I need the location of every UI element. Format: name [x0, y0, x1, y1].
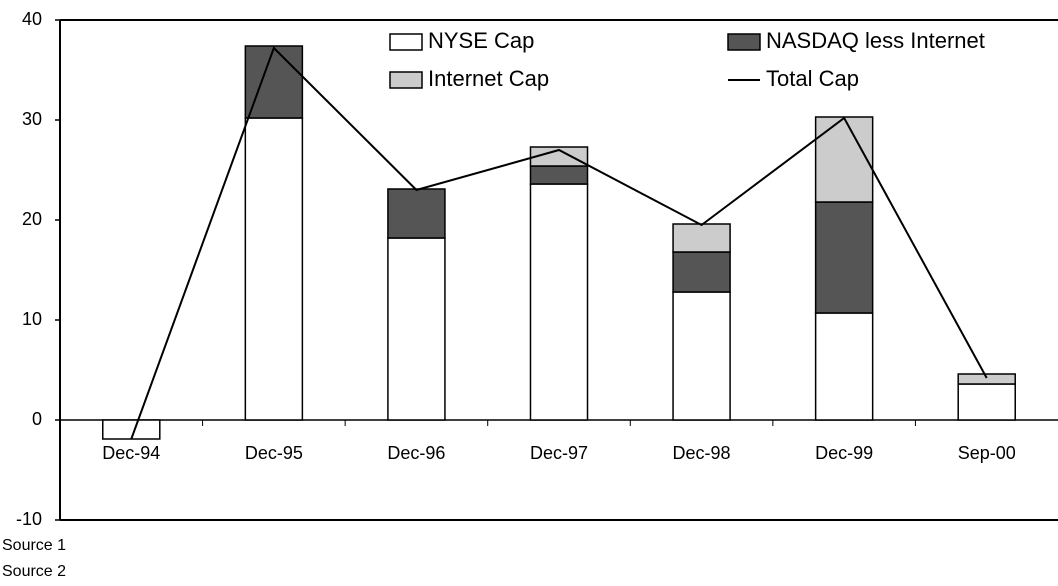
bar-segment: [814, 116, 874, 203]
legend-label: Total Cap: [766, 66, 859, 91]
bar-segment: [529, 146, 589, 167]
legend-label: Internet Cap: [428, 66, 549, 91]
bar-segment: [387, 188, 446, 239]
x-tick-label: Dec-96: [387, 443, 445, 463]
y-tick-label: 10: [22, 309, 42, 329]
bar-segment: [244, 45, 304, 119]
bar-segment: [529, 183, 589, 421]
x-tick-label: Dec-95: [245, 443, 303, 463]
source-note: Source 2: [2, 563, 66, 580]
legend-swatch: [389, 33, 423, 51]
y-tick-label: 30: [22, 109, 42, 129]
bar-segment: [244, 117, 304, 421]
bar-segment: [529, 165, 589, 185]
x-tick-label: Dec-97: [530, 443, 588, 463]
bar-segment: [957, 383, 1016, 421]
bar-segment: [957, 373, 1016, 385]
legend-label: NYSE Cap: [428, 28, 534, 53]
total-line: [130, 46, 988, 440]
bar-segment: [387, 237, 446, 421]
legend-swatch: [727, 33, 761, 51]
x-tick-label: Dec-94: [102, 443, 160, 463]
y-tick-label: 20: [22, 209, 42, 229]
bar-segment: [672, 291, 731, 421]
x-tick-label: Dec-99: [815, 443, 873, 463]
y-tick-label: 0: [32, 409, 42, 429]
x-tick-label: Sep-00: [958, 443, 1016, 463]
legend-label: NASDAQ less Internet: [766, 28, 985, 53]
x-tick-label: Dec-98: [673, 443, 731, 463]
bar-segment: [672, 223, 731, 253]
bar-segment: [672, 251, 731, 293]
source-note: Source 1: [2, 537, 66, 554]
y-tick-label: -10: [16, 509, 42, 529]
legend-swatch: [389, 71, 423, 89]
bar-segment: [814, 201, 874, 314]
bar-segment: [814, 312, 874, 421]
y-tick-label: 40: [22, 9, 42, 29]
